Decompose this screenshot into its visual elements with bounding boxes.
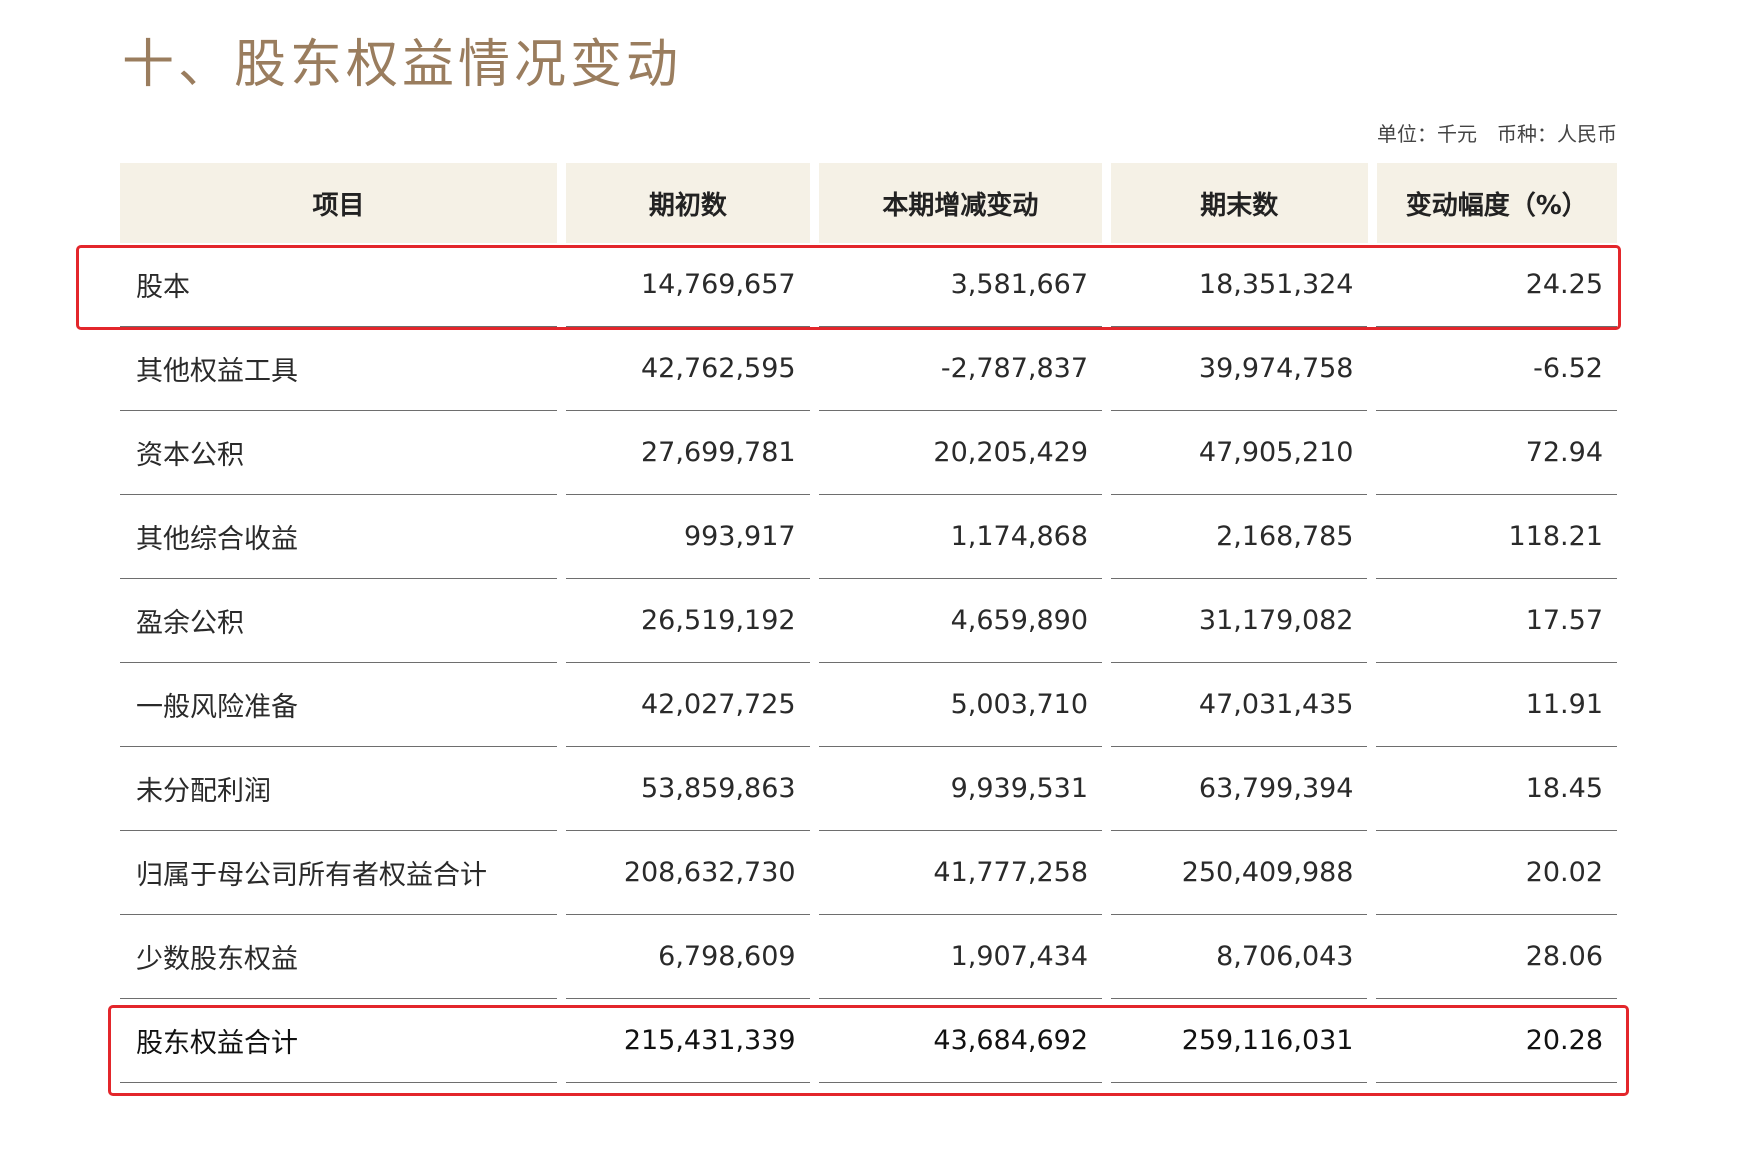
table-row: 其他权益工具 42,762,595 -2,787,837 39,974,758 … xyxy=(120,327,1617,411)
header-opening: 期初数 xyxy=(566,163,810,243)
row-item: 少数股东权益 xyxy=(120,915,558,999)
row-change-pct: -6.52 xyxy=(1376,327,1617,411)
row-opening: 42,027,725 xyxy=(566,663,810,747)
row-change-pct: 20.02 xyxy=(1376,831,1617,915)
row-opening: 6,798,609 xyxy=(566,915,810,999)
row-opening: 993,917 xyxy=(566,495,810,579)
page-title: 十、股东权益情况变动 xyxy=(122,35,683,95)
header-closing: 期末数 xyxy=(1111,163,1368,243)
row-item: 其他权益工具 xyxy=(120,327,558,411)
equity-change-table: 项目 期初数 本期增减变动 期末数 变动幅度（%） 股本 14,769,657 … xyxy=(120,163,1617,1083)
row-item: 一般风险准备 xyxy=(120,663,558,747)
row-change-pct: 18.45 xyxy=(1376,747,1617,831)
row-item: 资本公积 xyxy=(120,411,558,495)
row-change: 41,777,258 xyxy=(818,831,1103,915)
row-change-pct: 17.57 xyxy=(1376,579,1617,663)
header-change: 本期增减变动 xyxy=(818,163,1103,243)
row-closing: 259,116,031 xyxy=(1111,999,1368,1083)
row-change: -2,787,837 xyxy=(818,327,1103,411)
row-change: 1,174,868 xyxy=(818,495,1103,579)
row-closing: 2,168,785 xyxy=(1111,495,1368,579)
row-item: 其他综合收益 xyxy=(120,495,558,579)
row-change-pct: 28.06 xyxy=(1376,915,1617,999)
row-opening: 27,699,781 xyxy=(566,411,810,495)
unit-note: 单位：千元 币种：人民币 xyxy=(1377,118,1617,147)
table-row: 归属于母公司所有者权益合计 208,632,730 41,777,258 250… xyxy=(120,831,1617,915)
row-item: 股东权益合计 xyxy=(120,999,558,1083)
row-change-pct: 20.28 xyxy=(1376,999,1617,1083)
currency-label: 币种：人民币 xyxy=(1497,122,1617,146)
row-opening: 208,632,730 xyxy=(566,831,810,915)
unit-label: 单位：千元 xyxy=(1377,122,1477,146)
row-opening: 53,859,863 xyxy=(566,747,810,831)
table-row: 资本公积 27,699,781 20,205,429 47,905,210 72… xyxy=(120,411,1617,495)
table-row: 少数股东权益 6,798,609 1,907,434 8,706,043 28.… xyxy=(120,915,1617,999)
row-change: 5,003,710 xyxy=(818,663,1103,747)
row-change-pct: 24.25 xyxy=(1376,243,1617,327)
row-opening: 215,431,339 xyxy=(566,999,810,1083)
row-change: 20,205,429 xyxy=(818,411,1103,495)
row-closing: 31,179,082 xyxy=(1111,579,1368,663)
row-item: 归属于母公司所有者权益合计 xyxy=(120,831,558,915)
row-item: 盈余公积 xyxy=(120,579,558,663)
row-closing: 18,351,324 xyxy=(1111,243,1368,327)
table-header: 项目 期初数 本期增减变动 期末数 变动幅度（%） xyxy=(120,163,1617,243)
row-closing: 8,706,043 xyxy=(1111,915,1368,999)
row-opening: 42,762,595 xyxy=(566,327,810,411)
row-closing: 47,031,435 xyxy=(1111,663,1368,747)
row-closing: 63,799,394 xyxy=(1111,747,1368,831)
row-change-pct: 118.21 xyxy=(1376,495,1617,579)
row-item: 股本 xyxy=(120,243,558,327)
header-item: 项目 xyxy=(120,163,558,243)
row-closing: 39,974,758 xyxy=(1111,327,1368,411)
row-change-pct: 11.91 xyxy=(1376,663,1617,747)
header-change-pct: 变动幅度（%） xyxy=(1376,163,1617,243)
row-opening: 14,769,657 xyxy=(566,243,810,327)
row-change: 1,907,434 xyxy=(818,915,1103,999)
table-row: 其他综合收益 993,917 1,174,868 2,168,785 118.2… xyxy=(120,495,1617,579)
table-row: 股本 14,769,657 3,581,667 18,351,324 24.25 xyxy=(120,243,1617,327)
row-closing: 250,409,988 xyxy=(1111,831,1368,915)
table-row: 盈余公积 26,519,192 4,659,890 31,179,082 17.… xyxy=(120,579,1617,663)
row-closing: 47,905,210 xyxy=(1111,411,1368,495)
table-row: 一般风险准备 42,027,725 5,003,710 47,031,435 1… xyxy=(120,663,1617,747)
row-change-pct: 72.94 xyxy=(1376,411,1617,495)
row-change: 3,581,667 xyxy=(818,243,1103,327)
row-change: 43,684,692 xyxy=(818,999,1103,1083)
row-item: 未分配利润 xyxy=(120,747,558,831)
table-row: 未分配利润 53,859,863 9,939,531 63,799,394 18… xyxy=(120,747,1617,831)
row-change: 9,939,531 xyxy=(818,747,1103,831)
row-opening: 26,519,192 xyxy=(566,579,810,663)
row-change: 4,659,890 xyxy=(818,579,1103,663)
table-row-total: 股东权益合计 215,431,339 43,684,692 259,116,03… xyxy=(120,999,1617,1083)
